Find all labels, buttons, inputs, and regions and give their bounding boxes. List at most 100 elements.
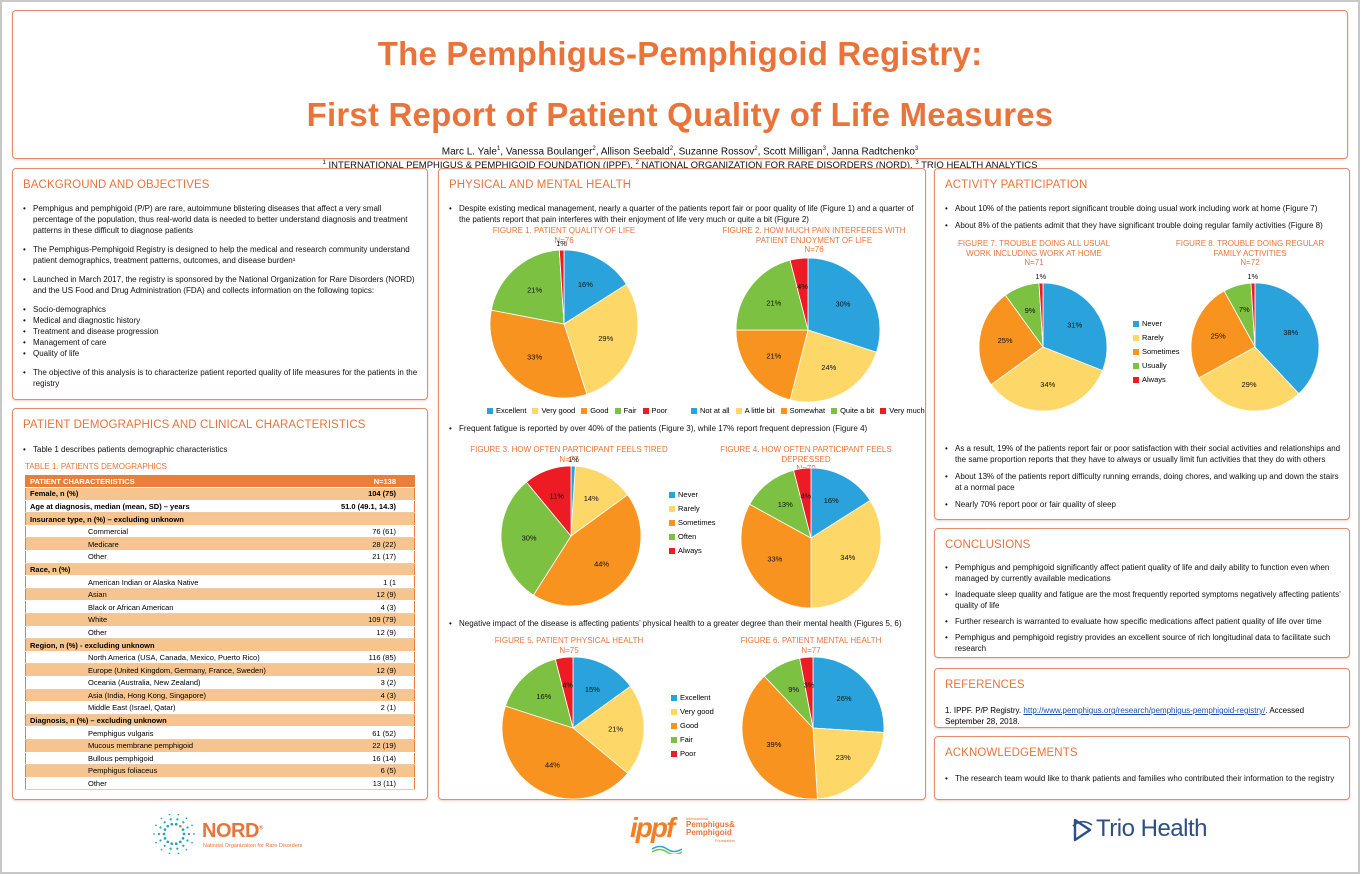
header-cell: PATIENT CHARACTERISTICS [25,475,320,489]
fig-n: N=76 [804,245,824,254]
row-value [319,714,415,728]
table-row: Other 12 (9) [25,626,415,640]
row-label: Pemphigus vulgaris [25,726,320,740]
reference-item: 1. IPPF. P/P Registry. http://www.pemphi… [945,705,1339,727]
ippf-line-2: Pemphigoid [686,828,732,837]
legend-label: Fair [623,406,637,415]
pie-slice-rarely [810,499,882,609]
legend-item: Good [671,721,714,730]
bullet: As a result, 19% of the patients report … [945,443,1341,465]
legend-swatch [669,547,675,554]
bullet: Inadequate sleep quality and fatigue are… [945,589,1341,611]
figure-5-title: FIGURE 5. PATIENT PHYSICAL HEALTH N=75 [479,636,659,655]
fig-title-text: FIGURE 8. TROUBLE DOING REGULAR FAMILY A… [1175,239,1325,258]
table-row: Middle East (Israel, Qatar) 2 (1) [25,701,415,715]
section-title: ACTIVITY PARTICIPATION [945,179,1088,191]
pie-slice-always [793,467,812,539]
ref-number: 1. [945,706,952,715]
table-row: Asian 12 (9) [25,588,415,602]
table-row: Commercial 76 (61) [25,525,415,539]
legend-item: Never [669,490,716,499]
acknowledgements-panel: ACKNOWLEDGEMENTS The research team would… [934,736,1350,800]
legend-label: Never [1142,319,1163,328]
pie-data-label: 26% [837,694,852,703]
pie-data-label: 1% [568,455,579,464]
figure-1-pie-chart: 16% 29% 33% 21% 1% [489,239,639,399]
legend-item: Sometimes [1133,347,1180,356]
pie-slice-never [1042,282,1108,372]
ippf-wordmark: ippf [630,812,675,843]
activity-panel: ACTIVITY PARTICIPATION About 10% of the … [934,168,1350,520]
legend-item: Good [581,406,609,415]
row-value: 104 (75) [319,487,415,501]
bullet: About 8% of the patients admit that they… [945,220,1341,231]
author-name: Scott Milligan [763,146,823,158]
bullet: Table 1 describes patients demographic c… [23,444,419,455]
nord-burst-icon [153,814,195,854]
figure-2-legend: Not at all A little bit Somewhat Quite a bi… [691,406,931,415]
legend-item: Somewhat [780,406,825,415]
pie-data-label: 4% [800,491,811,500]
pie-slice-rarely [570,465,629,537]
section-title: ACKNOWLEDGEMENTS [945,747,1078,759]
figure-1-legend: Excellent Very good Good Fair Poor [487,406,673,415]
author-name: Suzanne Rossov [678,146,755,158]
pie-slice-very-much [789,257,809,331]
conclusions-bullets: Pemphigus and pemphigoid significantly a… [945,562,1341,654]
table-row: Medicare 28 (22) [25,537,415,552]
ref-link[interactable]: http://www.pemphigus.org/research/pemphi… [1023,706,1266,715]
pie-slice-poor [799,656,814,729]
pie-data-label: 33% [767,554,782,563]
legend-label: Very much [889,406,925,415]
pie-data-label: 31% [1067,320,1082,329]
legend-item: Very good [532,406,575,415]
row-label: Race, n (%) [25,563,320,577]
row-label: White [25,613,320,627]
pie-data-label: 23% [836,753,851,762]
fig-title-text: FIGURE 6. PATIENT MENTAL HEALTH [740,636,882,645]
legend-item: Fair [614,406,637,415]
legend-item: Never [1133,319,1180,328]
pie-data-label: 44% [545,760,560,769]
table-header-row: PATIENT CHARACTERISTICS N=138 [25,475,415,489]
figure-1-title: FIGURE 1. PATIENT QUALITY OF LIFE N=76 [479,226,649,245]
table-row: Europe (United Kingdom, Germany, France,… [25,663,415,677]
row-label: Other [25,550,320,564]
row-value: 76 (61) [319,525,415,539]
author-name: Vanessa Boulanger [505,146,593,158]
topic-item: Medical and diagnostic history [23,315,419,326]
row-value: 4 (3) [319,689,415,703]
row-value: 2 (1) [319,701,415,715]
figure-2-title: FIGURE 2. HOW MUCH PAIN INTERFERES WITH … [719,226,909,255]
bullet: About 13% of the patients report difficu… [945,471,1341,493]
row-value: 22 (19) [319,739,415,753]
affiliation-sup: 2 [635,160,639,167]
section-title: PATIENT DEMOGRAPHICS AND CLINICAL CHARAC… [23,419,366,431]
pie-slice-always [525,465,572,538]
poster-title-line-2: First Report of Patient Quality of Life … [306,96,1054,133]
row-label: Oceania (Australia, New Zealand) [25,676,320,690]
legend-swatch [487,407,493,414]
trio-swirl-icon [1072,818,1093,842]
legend-label: Sometimes [1142,347,1180,356]
bullets-3: Negative impact of the disease is affect… [449,618,917,629]
trio-health-logo: Trio Health [1070,813,1230,849]
pie-slice-excellent [812,656,885,733]
figure-3-pie-chart: 1% 14% 44% 30% 11% [500,455,642,607]
table-row: North America (USA, Canada, Mexico, Puer… [25,651,415,665]
row-label: American Indian or Alaska Native [25,575,320,589]
fig-n: N=77 [801,645,821,655]
topic-item: Socio-demographics [23,304,419,315]
legend-item: Excellent [671,693,714,702]
pie-slice-very-good [563,283,639,395]
table-row: Race, n (%) [25,563,415,577]
ippf-text: International Pemphigus& Pemphigoid Foun… [686,816,735,843]
pie-slice-good [489,309,588,399]
legend-label: Very good [680,707,714,716]
pie-data-label: 29% [1241,380,1256,389]
legend-swatch [671,750,677,757]
figure-5-pie-chart: 15% 21% 44% 16% 4% [501,656,645,800]
legend-label: Not at all [700,406,730,415]
pie-slice-very-good [572,685,645,774]
table-row: Diagnosis, n (%) – excluding unknown [25,714,415,728]
